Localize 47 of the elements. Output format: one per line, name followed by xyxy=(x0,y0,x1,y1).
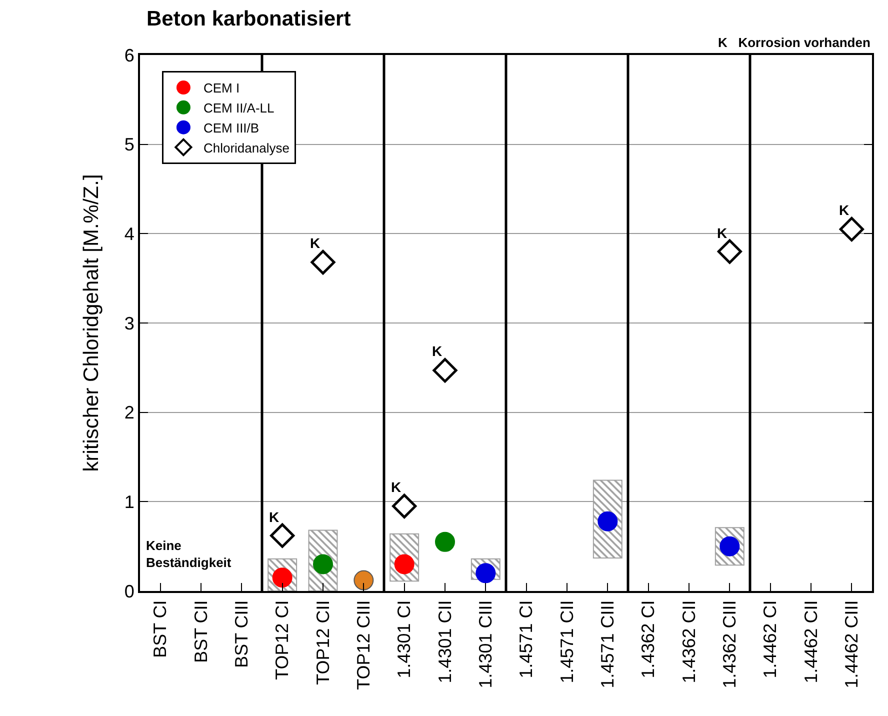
x-tick-label: 1.4571 CIII xyxy=(598,600,618,688)
x-tick-label: TOP12 CII xyxy=(312,600,333,685)
x-tick-label: TOP12 CI xyxy=(272,600,292,680)
y-tick-label: 6 xyxy=(124,45,134,66)
y-tick-label: 3 xyxy=(124,313,134,334)
x-tick-label: BST CI xyxy=(150,600,170,658)
legend-label: Chloridanalyse xyxy=(203,140,290,156)
legend-label: CEM III/B xyxy=(203,120,260,136)
point xyxy=(435,532,455,552)
x-tick-label: BST CII xyxy=(190,600,211,663)
point xyxy=(432,358,458,383)
annotation: K xyxy=(310,235,320,251)
chart-title: Beton karbonatisiert xyxy=(146,7,351,30)
y-axis-title: kritischer Chloridgehalt [M.%/Z.] xyxy=(80,174,104,472)
y-tick-label: 1 xyxy=(124,492,134,512)
y-tick-label: 4 xyxy=(124,224,134,244)
x-tick-label: 1.4462 CI xyxy=(760,600,780,678)
annotation: K xyxy=(269,509,280,525)
x-tick-label: BST CIII xyxy=(232,600,252,668)
x-tick-label: TOP12 CIII xyxy=(354,600,374,690)
point xyxy=(310,250,336,275)
x-tick-label: 1.4362 CI xyxy=(638,600,658,678)
x-tick-label: 1.4301 CII xyxy=(434,600,455,684)
annotation: K xyxy=(839,202,850,218)
text: K Korrosion vorhanden xyxy=(718,35,870,50)
annotation: K xyxy=(391,479,402,495)
x-tick-label: 1.4462 CII xyxy=(800,600,821,684)
annotation: K xyxy=(432,343,442,359)
x-tick-label: 1.4462 CIII xyxy=(842,600,862,688)
point xyxy=(354,570,374,590)
annotation: Keine Beständigkeit xyxy=(146,538,232,570)
x-tick-label: 1.4362 CII xyxy=(678,600,699,684)
x-tick-label: 1.4571 CII xyxy=(556,600,577,684)
point xyxy=(839,216,864,242)
x-tick-label: 1.4571 CI xyxy=(516,600,536,678)
x-tick-label: 1.4362 CIII xyxy=(720,600,740,688)
annotation: K xyxy=(717,225,728,241)
y-tick-label: 0 xyxy=(124,581,134,602)
legend-label: CEM I xyxy=(203,80,240,96)
x-tick-label: 1.4301 CIII xyxy=(476,600,496,688)
point xyxy=(717,239,742,264)
legend-label: CEM II/A-LL xyxy=(203,100,274,116)
point xyxy=(392,494,417,518)
x-tick-label: 1.4301 CI xyxy=(394,600,414,678)
y-tick-label: 2 xyxy=(124,402,134,423)
point xyxy=(270,523,295,548)
y-tick-label: 5 xyxy=(124,134,134,155)
